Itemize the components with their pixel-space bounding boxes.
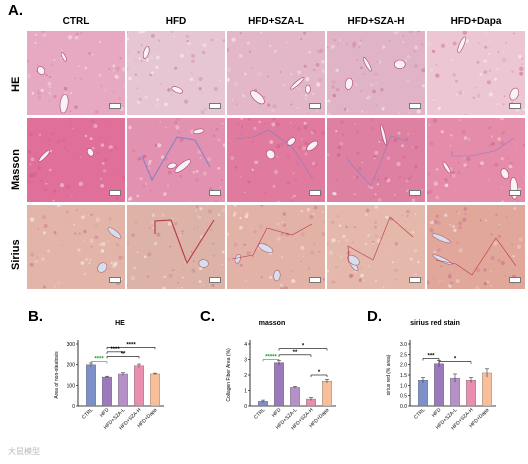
chart-d-title: sirius red stain: [410, 320, 460, 327]
scale-bar: [209, 190, 221, 196]
scale-bar: [509, 190, 521, 196]
panel-d-label: D.: [367, 308, 382, 325]
row-header-masson: Masson: [10, 149, 22, 190]
significance-label: ****: [94, 357, 104, 363]
scale-bar: [109, 103, 121, 109]
panel-c-label: C.: [200, 308, 215, 325]
scale-bar: [209, 277, 221, 283]
panel-a-label: A.: [8, 2, 23, 19]
category-label: HFD: [431, 407, 443, 419]
category-label: HFD: [99, 407, 111, 419]
y-tick-label: 0.0: [400, 404, 407, 410]
significance-label: *: [318, 370, 321, 376]
y-tick-label: 2: [244, 373, 247, 379]
scale-bar: [309, 103, 321, 109]
chart-b-title: HE: [115, 320, 125, 327]
histology-tile-masson-1: [27, 118, 125, 202]
bar-hfd-sza-h: [466, 380, 476, 407]
scale-bar: [209, 103, 221, 109]
bar-ctrl: [86, 364, 96, 407]
y-tick-label: 3.0: [400, 342, 407, 348]
chart-c-title: masson: [258, 320, 286, 327]
significance-label: ***: [427, 353, 435, 359]
y-tick-label: 1.5: [400, 373, 407, 379]
y-tick-label: 0: [72, 404, 75, 410]
histology-tile-masson-4: [327, 118, 425, 202]
scale-bar: [309, 190, 321, 196]
y-tick-label: 4: [244, 342, 247, 348]
panel-b-label: B.: [28, 308, 43, 325]
y-tick-label: 0: [244, 404, 247, 410]
bar-hfd: [274, 362, 284, 407]
chart-d-plot: 0.0 0.5 1.0 1.5 2.0 2.5 3.0 sirius red (% area)…: [386, 340, 496, 431]
y-tick-label: 0.5: [400, 394, 407, 400]
histology-tile-sirius-1: [27, 205, 125, 289]
row-header-he: HE: [10, 76, 22, 92]
histology-tile-sirius-3: [227, 205, 325, 289]
category-label: CTRL: [81, 407, 95, 421]
category-label: HFD: [271, 407, 283, 419]
column-header-sza-h: HFD+SZA-H: [347, 16, 405, 27]
scale-bar: [309, 277, 321, 283]
histology-tile-masson-3: [227, 118, 325, 202]
bar-hfd-dapa: [322, 381, 332, 407]
histology-tile-sirius-4: [327, 205, 425, 289]
y-tick-label: 1: [244, 389, 247, 395]
bar-hfd-dapa: [482, 372, 492, 407]
histology-tile-he-2: [127, 31, 225, 115]
significance-label: ****: [110, 347, 120, 353]
column-header-ctrl: CTRL: [62, 16, 90, 27]
bar-hfd-sza-l: [450, 377, 460, 407]
scale-bar: [109, 190, 121, 196]
y-tick-label: 200: [67, 363, 76, 369]
bar-ctrl: [418, 380, 428, 407]
bar-hfd-sza-l: [290, 387, 300, 407]
significance-label: *: [302, 344, 305, 350]
bar-hfd-sza-h: [134, 365, 144, 407]
scale-bar: [109, 277, 121, 283]
row-header-sirius: Sirius: [10, 239, 22, 270]
scale-bar: [509, 277, 521, 283]
histology-tile-sirius-2: [127, 205, 225, 289]
column-header-dapa: HFD+Dapa: [450, 16, 502, 27]
column-header-hfd: HFD: [165, 16, 187, 27]
category-label: CTRL: [253, 407, 267, 421]
bar-hfd: [434, 363, 444, 407]
significance-label: **: [121, 351, 126, 357]
y-tick-label: 300: [67, 342, 76, 348]
histology-tile-he-3: [227, 31, 325, 115]
scale-bar: [409, 103, 421, 109]
column-header-sza-l: HFD+SZA-L: [248, 16, 304, 27]
histology-tile-masson-2: [127, 118, 225, 202]
y-tick-label: 2.5: [400, 352, 407, 358]
y-axis-label: Collagen Fiber Area (%): [226, 348, 232, 402]
histology-tile-he-4: [327, 31, 425, 115]
scale-bar: [509, 103, 521, 109]
y-tick-label: 1.0: [400, 383, 407, 389]
histology-tile-he-5: [427, 31, 525, 115]
histology-tile-masson-5: [427, 118, 525, 202]
y-tick-label: 3: [244, 358, 247, 364]
watermark-logo: 大鼠模型: [8, 447, 40, 456]
y-tick-label: 2.0: [400, 363, 407, 369]
bar-hfd-dapa: [150, 373, 160, 407]
category-label: CTRL: [413, 407, 427, 421]
y-tick-label: 100: [67, 383, 76, 389]
scale-bar: [409, 277, 421, 283]
bar-hfd-sza-l: [118, 373, 128, 407]
y-axis-label: Area of non-steatosis: [54, 351, 60, 399]
significance-label: **: [293, 350, 298, 356]
significance-label: ****: [126, 342, 136, 348]
scale-bar: [409, 190, 421, 196]
significance-label: *: [454, 357, 457, 363]
significance-label: *****: [265, 355, 277, 361]
histology-tile-he-1: [27, 31, 125, 115]
histology-tile-sirius-5: [427, 205, 525, 289]
bar-hfd: [102, 376, 112, 407]
y-axis-label: sirius red (% area): [386, 354, 392, 395]
